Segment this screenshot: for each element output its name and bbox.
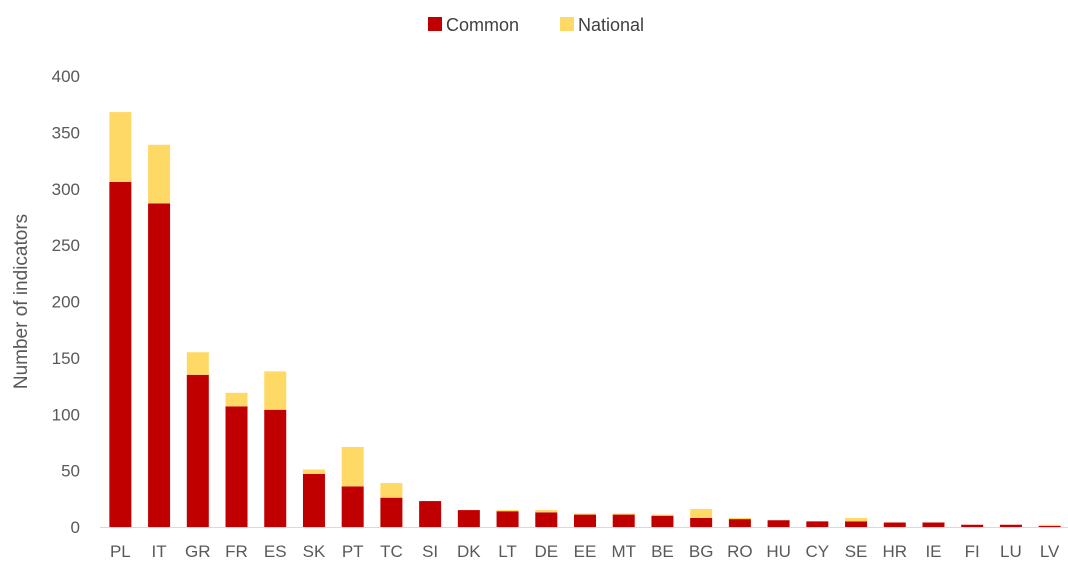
y-tick-label: 50 — [61, 462, 80, 481]
bar-common-mt — [612, 514, 635, 527]
x-tick-label: DK — [457, 542, 481, 561]
bar-national-sk — [302, 469, 325, 475]
y-tick-label: 100 — [52, 405, 80, 424]
bar-national-bg — [690, 508, 713, 518]
x-tick-label: LU — [1000, 542, 1022, 561]
bar-national-se — [845, 517, 868, 522]
x-tick-label: TC — [380, 542, 403, 561]
y-tick-label: 250 — [52, 236, 80, 255]
bar-common-gr — [186, 374, 209, 527]
bar-common-si — [419, 501, 442, 527]
bar-common-sk — [302, 474, 325, 527]
bar-common-it — [148, 203, 171, 527]
bar-common-tc — [380, 497, 403, 527]
legend-swatch-common — [428, 17, 442, 31]
x-tick-label: PL — [110, 542, 131, 561]
x-tick-label: LV — [1040, 542, 1060, 561]
x-tick-label: LT — [498, 542, 517, 561]
bars — [109, 112, 1061, 528]
x-tick-label: BG — [689, 542, 714, 561]
bar-national-be — [651, 514, 674, 516]
x-tick-label: BE — [651, 542, 674, 561]
y-tick-label: 400 — [52, 67, 80, 86]
x-tick-label: ES — [264, 542, 287, 561]
x-tick-label: FR — [225, 542, 248, 561]
legend: Common National — [428, 15, 644, 35]
bar-common-ro — [728, 519, 751, 527]
bar-common-pt — [341, 486, 364, 527]
x-tick-label: HR — [882, 542, 907, 561]
x-tick-label: HU — [766, 542, 791, 561]
bar-common-cy — [806, 521, 829, 527]
bar-common-ee — [574, 514, 596, 527]
bar-national-tc — [380, 483, 403, 498]
bar-common-pl — [109, 181, 132, 528]
y-axis-title: Number of indicators — [11, 214, 32, 389]
bar-national-lv — [1038, 524, 1061, 526]
legend-swatch-national — [560, 17, 574, 31]
bar-common-es — [264, 409, 287, 527]
bar-common-fi — [961, 524, 984, 527]
y-tick-label: 200 — [52, 293, 80, 312]
bar-national-gr — [186, 352, 209, 375]
bar-common-be — [651, 515, 674, 527]
bar-national-fr — [225, 392, 248, 407]
y-tick-label: 300 — [52, 180, 80, 199]
bar-national-pt — [341, 446, 364, 487]
bar-common-dk — [457, 510, 480, 527]
bar-national-lt — [496, 510, 519, 512]
bar-common-ie — [922, 522, 945, 527]
bar-national-it — [148, 144, 171, 204]
x-tick-label: SE — [845, 542, 868, 561]
bar-common-lv — [1038, 525, 1061, 527]
x-tick-label: MT — [611, 542, 636, 561]
bar-common-lu — [999, 524, 1022, 527]
x-tick-label: EE — [574, 542, 597, 561]
legend-label-national: National — [578, 15, 644, 35]
x-tick-label: DE — [534, 542, 558, 561]
bar-common-se — [845, 521, 868, 527]
y-tick-label: 350 — [52, 123, 80, 142]
x-tick-label: CY — [806, 542, 830, 561]
x-tick-label: IE — [925, 542, 941, 561]
bar-common-hr — [883, 522, 906, 527]
x-tick-label: IT — [152, 542, 167, 561]
bar-national-es — [264, 371, 287, 410]
y-axis: 0 50 100 150 200 250 300 350 400 — [52, 67, 80, 537]
y-tick-label: 150 — [52, 349, 80, 368]
bar-national-pl — [109, 112, 132, 182]
x-tick-label: RO — [727, 542, 753, 561]
bar-common-lt — [496, 511, 519, 527]
x-axis: PL IT GR FR ES SK PT TC SI DK LT DE EE MT BE BG RO HU CY SE… — [110, 542, 1060, 561]
bar-national-ro — [728, 517, 751, 520]
bar-national-mt — [612, 513, 635, 515]
bar-common-fr — [225, 406, 248, 527]
x-tick-label: PT — [342, 542, 364, 561]
legend-label-common: Common — [446, 15, 519, 35]
bar-common-hu — [767, 520, 790, 527]
bar-national-de — [535, 510, 558, 513]
bar-common-de — [535, 512, 558, 527]
x-tick-label: SI — [422, 542, 438, 561]
x-tick-label: FI — [965, 542, 980, 561]
bar-national-ee — [574, 513, 596, 515]
x-tick-label: SK — [303, 542, 326, 561]
x-tick-label: GR — [185, 542, 211, 561]
y-tick-label: 0 — [71, 518, 80, 537]
bar-common-bg — [690, 517, 713, 527]
